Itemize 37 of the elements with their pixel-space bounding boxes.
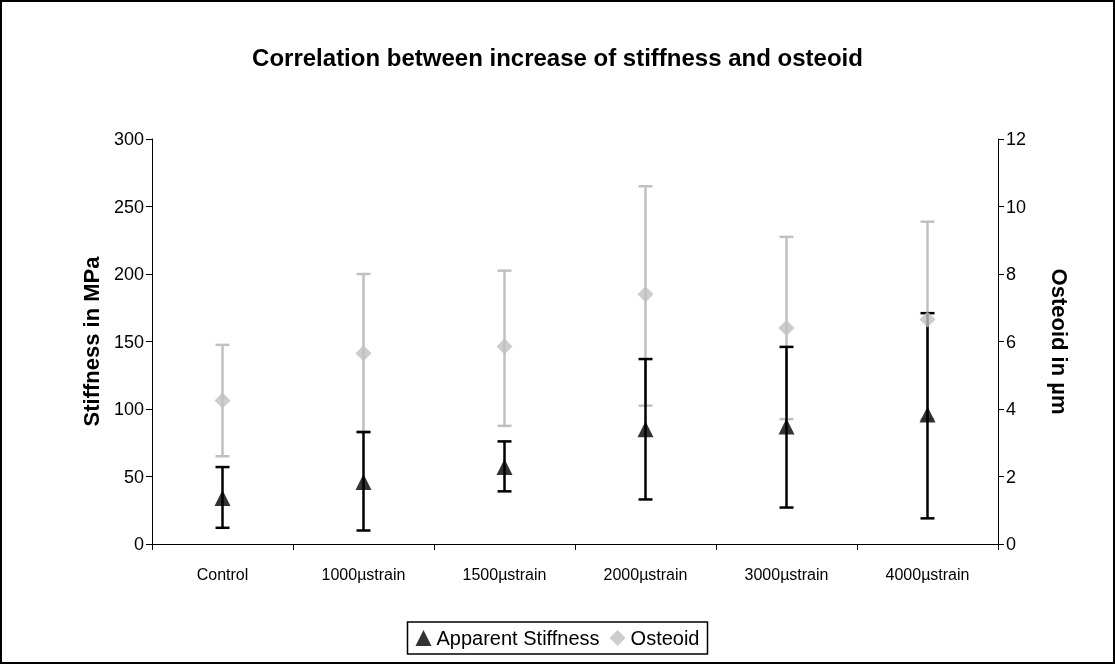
y-tick-label: 0 <box>133 534 144 554</box>
y-tick-label: 250 <box>113 196 144 217</box>
y-axis-title: Stiffness in MPa <box>78 255 104 427</box>
legend-label: Apparent Stiffness <box>436 627 600 649</box>
y-tick-label: 50 <box>123 466 144 487</box>
y2-tick-label: 12 <box>1006 129 1027 149</box>
point <box>214 392 231 409</box>
x-tick-label: 1000µstrain <box>321 565 406 583</box>
point <box>637 421 654 438</box>
y-tick-label: 150 <box>113 331 144 352</box>
x-tick-label: 2000µstrain <box>603 565 688 583</box>
point <box>496 459 513 476</box>
y-tick-label: 200 <box>113 264 144 284</box>
y2-tick-label: 4 <box>1006 399 1017 419</box>
point <box>919 406 936 423</box>
y2-tick-label: 10 <box>1006 196 1027 217</box>
point <box>214 490 231 507</box>
y-tick-label: 300 <box>113 129 144 149</box>
legend-label: Osteoid <box>630 627 700 649</box>
point <box>778 418 795 435</box>
point <box>355 345 372 362</box>
y2-tick-label: 0 <box>1006 534 1017 554</box>
x-tick-label: 1500µstrain <box>462 565 547 583</box>
point <box>355 473 372 490</box>
chart-title: Correlation between increase of stiffness and osteoid <box>252 43 863 71</box>
point <box>637 286 654 303</box>
point <box>919 311 936 328</box>
x-tick-label: 3000µstrain <box>744 565 829 583</box>
y2-axis-title: Osteoid in µm <box>1046 268 1072 415</box>
x-tick-label: 4000µstrain <box>885 565 970 583</box>
y-tick-label: 100 <box>113 399 144 419</box>
y2-tick-label: 6 <box>1006 331 1017 352</box>
x-tick-label: Control <box>196 565 249 583</box>
point <box>496 338 513 355</box>
y2-tick-label: 8 <box>1006 264 1017 284</box>
point <box>778 320 795 336</box>
y2-tick-label: 2 <box>1006 466 1017 487</box>
